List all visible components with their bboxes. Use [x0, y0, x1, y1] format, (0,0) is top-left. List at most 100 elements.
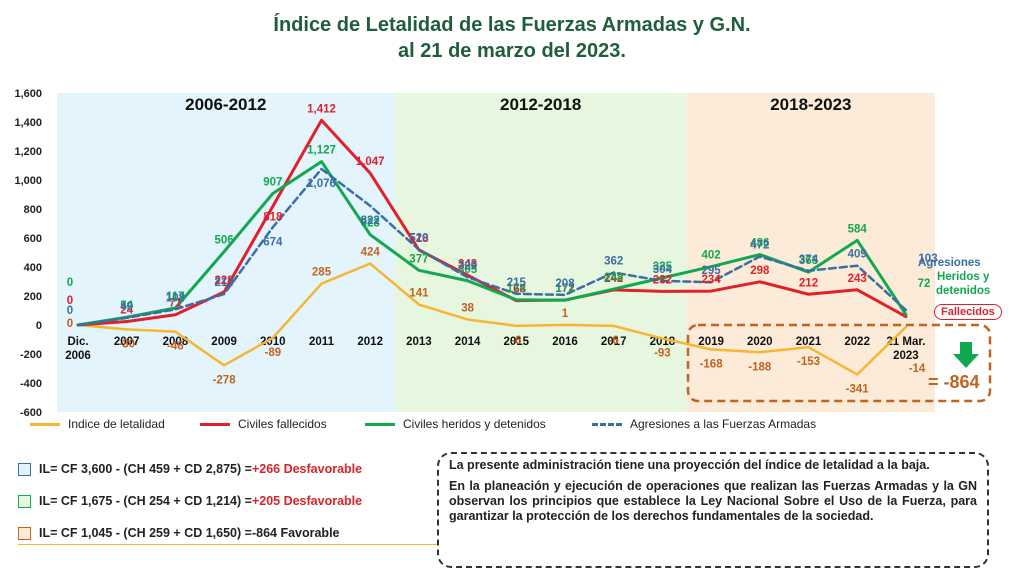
- data-label: 0: [67, 305, 73, 317]
- data-label: -341: [846, 383, 870, 395]
- title-line-2: al 21 de marzo del 2023.: [398, 40, 626, 62]
- x-tick-label: 2007: [114, 336, 140, 348]
- data-label: 49: [120, 301, 133, 313]
- x-tick-label: 2016: [552, 336, 578, 348]
- formula-text: IL= CF 3,600 - (CH 459 + CD 2,875) =: [39, 462, 252, 476]
- y-tick-label: 400: [24, 262, 42, 274]
- period-band: [57, 93, 395, 412]
- x-tick-label: 2011: [309, 336, 335, 348]
- x-tick-label: 2009: [211, 336, 237, 348]
- period-label: 2012-2018: [500, 95, 581, 114]
- data-label: 362: [604, 256, 623, 268]
- legend-item-letalidad: Indice de letalidad: [30, 417, 165, 431]
- data-label: 242: [604, 273, 623, 285]
- data-label: 472: [750, 240, 769, 252]
- data-label: 518: [409, 233, 429, 245]
- data-label: 248: [604, 272, 624, 284]
- y-tick-label: 0: [36, 320, 42, 332]
- side-agresiones-text: Agresiones: [918, 257, 981, 269]
- data-label: 117: [166, 291, 185, 303]
- side-label-agresiones: Agresiones: [918, 256, 981, 270]
- legend-swatch-fallecidos: [200, 422, 230, 426]
- data-label: 424: [361, 247, 381, 259]
- series-line-0: [76, 262, 908, 376]
- legend-item-fallecidos: Civiles fallecidos: [200, 417, 327, 431]
- y-tick-label: 200: [24, 291, 42, 303]
- data-label: 584: [848, 223, 868, 235]
- data-label: -6: [609, 335, 619, 347]
- period-label: 2006-2012: [185, 95, 266, 114]
- data-label: 215: [507, 277, 527, 289]
- data-label: 54: [120, 300, 133, 312]
- data-label: 72: [918, 278, 931, 290]
- data-label: 228: [215, 275, 235, 287]
- highlight-box: [686, 323, 992, 403]
- y-tick-label: 1,600: [14, 88, 42, 100]
- data-label: -6: [511, 335, 521, 347]
- data-label: 377: [409, 253, 428, 265]
- fallecidos-badge: Fallecidos: [934, 304, 1002, 320]
- data-label: 818: [263, 211, 283, 223]
- data-label: 168: [507, 284, 527, 296]
- data-label: 822: [361, 215, 380, 227]
- data-label: 243: [848, 273, 867, 285]
- data-label: 0: [67, 318, 73, 330]
- data-label: 1,047: [356, 156, 385, 168]
- data-label: 71: [169, 298, 182, 310]
- x-tick-label: 2008: [163, 336, 189, 348]
- x-tick-label: 21 Mar. 2023: [886, 336, 925, 362]
- formula-2006-2012: IL= CF 3,600 - (CH 459 + CD 2,875) = +26…: [18, 462, 362, 476]
- data-label: 285: [312, 267, 332, 279]
- data-label: 0: [67, 277, 73, 289]
- data-label: 24: [120, 305, 133, 317]
- data-label: 298: [750, 265, 770, 277]
- data-label: 329: [458, 260, 477, 272]
- data-label: 174: [507, 283, 527, 295]
- chart-title: Índice de Letalidad de las Fuerzas Armad…: [0, 12, 1024, 64]
- x-tick-label: Dic. 2006: [65, 336, 91, 362]
- data-label: -153: [797, 356, 820, 368]
- data-label: 365: [799, 255, 819, 267]
- legend-label-fallecidos: Civiles fallecidos: [238, 417, 327, 431]
- period-band: [394, 93, 687, 412]
- data-label: 374: [799, 254, 819, 266]
- x-tick-label: 2013: [406, 336, 432, 348]
- formula-text: IL= CF 1,675 - (CH 254 + CD 1,214) =: [39, 494, 252, 508]
- data-label: 486: [750, 238, 769, 250]
- data-label: 402: [702, 250, 721, 262]
- legend-swatch-heridos: [365, 422, 395, 426]
- data-label: -14: [909, 363, 926, 375]
- data-label: 520: [409, 233, 428, 245]
- data-label: 295: [702, 265, 722, 277]
- side-heridos-line2: detenidos: [936, 285, 991, 297]
- formula-result: +266 Desfavorable: [251, 462, 363, 476]
- y-tick-label: 1,200: [14, 146, 42, 158]
- x-tick-label: 2022: [844, 336, 870, 348]
- legend-label-heridos: Civiles heridos y detenidos: [403, 417, 546, 431]
- data-label: 305: [458, 264, 478, 276]
- data-label: 1,412: [307, 103, 336, 115]
- y-tick-label: 600: [24, 233, 42, 245]
- line-chart: 2006-2012 2012-2018 2018-2023-600-400-2000…: [14, 88, 992, 419]
- data-label: -278: [213, 374, 237, 386]
- data-label: 325: [653, 261, 673, 273]
- data-label: 213: [215, 277, 234, 289]
- data-label: 171: [555, 283, 575, 295]
- data-label: 343: [458, 258, 477, 270]
- y-tick-label: -400: [20, 378, 42, 390]
- formula-box-2006-2012: [18, 462, 31, 476]
- note-box: La presente administración tiene una pro…: [437, 452, 989, 568]
- side-label-heridos: Heridos y detenidos: [936, 270, 990, 298]
- legend-swatch-letalidad: [30, 422, 60, 426]
- data-label: 232: [653, 274, 672, 286]
- formula-2012-2018: IL= CF 1,675 - (CH 254 + CD 1,214) = +20…: [18, 494, 362, 508]
- chart-legend: Indice de letalidad Civiles fallecidos C…: [30, 417, 910, 435]
- formula-result: +205 Desfavorable: [251, 494, 363, 508]
- down-arrow-icon: [953, 342, 979, 368]
- legend-label-letalidad: Indice de letalidad: [68, 417, 165, 431]
- data-label: 304: [653, 264, 673, 276]
- data-label: 38: [461, 302, 474, 314]
- side-heridos-line1: Heridos y: [936, 271, 990, 283]
- formula-box-2012-2018: [18, 494, 31, 508]
- legend-label-agresiones: Agresiones a las Fuerzas Armadas: [630, 417, 817, 431]
